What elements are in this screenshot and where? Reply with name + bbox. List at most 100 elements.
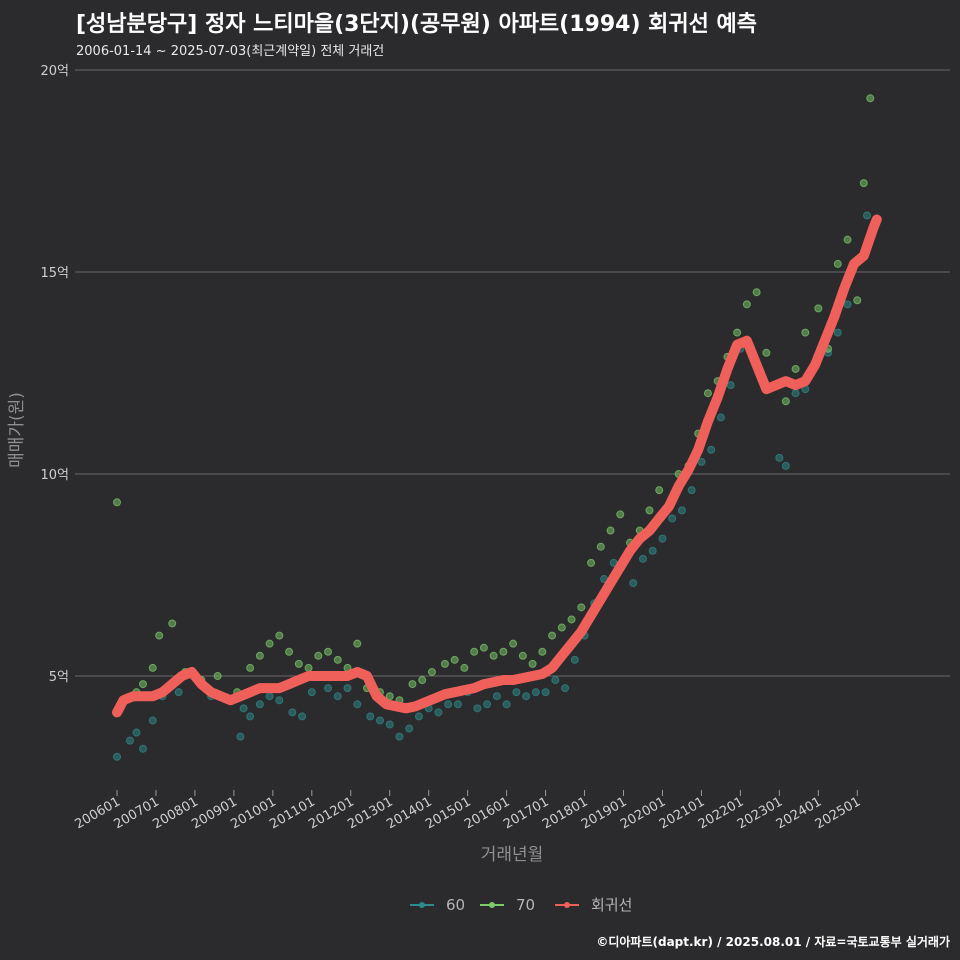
point-70 bbox=[843, 235, 852, 244]
point-70 bbox=[518, 651, 527, 660]
point-70 bbox=[333, 655, 342, 664]
point-70 bbox=[353, 639, 362, 648]
point-60 bbox=[648, 546, 657, 555]
point-70 bbox=[814, 304, 823, 313]
point-60 bbox=[444, 700, 453, 709]
point-70 bbox=[479, 643, 488, 652]
point-70 bbox=[577, 603, 586, 612]
point-60 bbox=[343, 684, 352, 693]
point-60 bbox=[236, 732, 245, 741]
point-70 bbox=[596, 542, 605, 551]
point-60 bbox=[668, 514, 677, 523]
y-tick-label: 20억 bbox=[40, 64, 69, 79]
point-60 bbox=[531, 688, 540, 697]
point-60 bbox=[551, 676, 560, 685]
point-60 bbox=[138, 744, 147, 753]
point-60 bbox=[492, 692, 501, 701]
point-70 bbox=[460, 663, 469, 672]
point-60 bbox=[353, 700, 362, 709]
point-70 bbox=[168, 619, 177, 628]
point-70 bbox=[113, 498, 121, 507]
point-70 bbox=[616, 510, 625, 519]
point-70 bbox=[265, 639, 274, 648]
point-60 bbox=[246, 712, 255, 721]
point-70 bbox=[528, 659, 537, 668]
chart-subtitle: 2006-01-14 ~ 2025-07-03(최근계약일) 전체 거래건 bbox=[76, 44, 385, 59]
point-70 bbox=[567, 615, 576, 624]
chart-title: [성남분당구] 정자 느티마을(3단지)(공무원) 아파트(1994) 회귀선 … bbox=[76, 12, 758, 37]
point-60 bbox=[716, 413, 725, 422]
point-70 bbox=[548, 631, 557, 640]
point-60 bbox=[125, 736, 134, 745]
grid-lines bbox=[75, 69, 950, 677]
point-60 bbox=[385, 720, 394, 729]
point-70 bbox=[791, 364, 800, 373]
point-70 bbox=[557, 623, 566, 632]
y-axis-ticks: 5억 10억 15억 20억 bbox=[40, 64, 69, 685]
x-tick-label: 202501 bbox=[813, 794, 863, 832]
point-60 bbox=[307, 688, 316, 697]
legend-swatch-dot-70 bbox=[489, 902, 495, 908]
point-60 bbox=[395, 732, 404, 741]
point-60 bbox=[375, 716, 384, 725]
point-60 bbox=[324, 684, 333, 693]
point-70 bbox=[304, 663, 313, 672]
point-60 bbox=[697, 457, 706, 466]
point-60 bbox=[677, 506, 686, 515]
point-70 bbox=[246, 663, 255, 672]
point-60 bbox=[174, 688, 183, 697]
point-60 bbox=[638, 554, 647, 563]
point-60 bbox=[502, 700, 511, 709]
point-60 bbox=[541, 688, 550, 697]
point-60 bbox=[570, 655, 579, 664]
point-60 bbox=[512, 688, 521, 697]
point-70 bbox=[606, 526, 615, 535]
point-60 bbox=[113, 752, 121, 761]
point-60 bbox=[781, 461, 790, 470]
point-60 bbox=[561, 684, 570, 693]
point-70 bbox=[509, 639, 518, 648]
point-70 bbox=[255, 651, 264, 660]
point-70 bbox=[275, 631, 284, 640]
point-60 bbox=[833, 328, 842, 337]
point-70 bbox=[833, 259, 842, 268]
point-60 bbox=[522, 692, 531, 701]
point-60 bbox=[473, 704, 482, 713]
y-tick-label: 5억 bbox=[49, 670, 69, 685]
point-70 bbox=[733, 328, 742, 337]
point-60 bbox=[298, 712, 307, 721]
point-70 bbox=[314, 651, 323, 660]
point-70 bbox=[801, 328, 810, 337]
point-70 bbox=[587, 558, 596, 567]
point-70 bbox=[213, 672, 222, 680]
point-60 bbox=[863, 211, 872, 220]
point-70 bbox=[645, 506, 654, 515]
y-tick-label: 15억 bbox=[40, 266, 69, 281]
x-axis-label: 거래년월 bbox=[481, 845, 544, 865]
source-caption: ©디아파트(dapt.kr) / 2025.08.01 / 자료=국토교통부 실… bbox=[596, 935, 950, 949]
point-70 bbox=[440, 659, 449, 668]
point-70 bbox=[385, 692, 394, 701]
point-70 bbox=[781, 397, 790, 406]
point-60 bbox=[239, 704, 248, 713]
legend-swatch-dot-60 bbox=[419, 902, 425, 908]
point-60 bbox=[434, 708, 443, 717]
point-70 bbox=[866, 94, 875, 103]
point-70 bbox=[285, 647, 294, 656]
point-70 bbox=[538, 647, 547, 656]
point-70 bbox=[324, 647, 333, 656]
legend-label-회귀선: 회귀선 bbox=[591, 896, 632, 914]
regression-line-layer bbox=[112, 214, 882, 718]
point-70 bbox=[859, 179, 868, 188]
point-60 bbox=[405, 724, 414, 733]
point-70 bbox=[655, 486, 664, 495]
point-60 bbox=[775, 453, 784, 462]
point-60 bbox=[843, 300, 852, 309]
point-60 bbox=[791, 389, 800, 398]
x-axis-ticks: 2006012007012008012009012010012011012012… bbox=[73, 790, 863, 832]
point-60 bbox=[275, 696, 284, 705]
point-60 bbox=[148, 716, 157, 725]
point-60 bbox=[414, 712, 423, 721]
point-60 bbox=[453, 700, 462, 709]
